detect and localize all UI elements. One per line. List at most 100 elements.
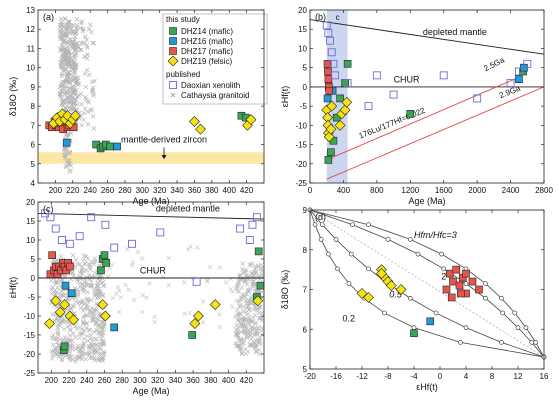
data-point: [46, 213, 55, 222]
data-point: [245, 114, 257, 125]
granitoid-point: [237, 272, 243, 278]
granitoid-point: [87, 264, 92, 270]
data-point: [50, 295, 62, 307]
granitoid-point: [60, 103, 66, 108]
data-point: [506, 79, 515, 87]
granitoid-point: [54, 316, 59, 322]
granitoid-point: [82, 261, 88, 266]
granitoid-point: [60, 38, 66, 44]
data-point: [192, 277, 201, 286]
granitoid-point: [74, 40, 79, 46]
panel-label: (b): [315, 12, 326, 22]
granitoid-point: [84, 67, 90, 73]
granitoid-point: [65, 296, 70, 301]
curve-node: [319, 222, 325, 228]
granitoid-point: [86, 26, 92, 32]
granitoid-point: [59, 357, 65, 363]
granitoid-point: [49, 356, 55, 361]
x-tick-label: 400: [222, 376, 236, 385]
y-tick-label: 6: [31, 141, 36, 150]
granitoid-point: [93, 292, 99, 297]
data-point: [326, 36, 335, 45]
data-point: [341, 79, 349, 87]
x-tick-label: 240: [83, 186, 97, 195]
granitoid-point: [245, 303, 251, 309]
curve-node: [458, 340, 463, 345]
data-point: [356, 288, 368, 299]
granitoid-point: [81, 289, 86, 294]
granitoid-point: [64, 40, 70, 45]
granitoid-point: [246, 307, 252, 313]
data-point: [325, 86, 334, 95]
granitoid-point: [107, 265, 112, 271]
granitoid-point: [99, 327, 105, 332]
data-point: [106, 142, 114, 151]
data-point: [475, 285, 483, 294]
curve-label: Hfm/Hfc=3: [414, 230, 457, 240]
granitoid-point: [70, 83, 75, 89]
granitoid-point: [82, 54, 88, 59]
granitoid-point: [80, 308, 86, 314]
granitoid-point: [83, 34, 88, 40]
granitoid-point: [77, 275, 83, 280]
granitoid-point: [67, 323, 73, 328]
granitoid-point: [83, 94, 88, 100]
granitoid-point: [230, 289, 235, 295]
granitoid-point: [67, 70, 72, 76]
granitoid-point: [242, 317, 248, 322]
curve-node: [312, 222, 318, 228]
granitoid-point: [58, 94, 63, 100]
depleted-mantle-label: depleted mantle: [423, 27, 487, 37]
granitoid-point: [115, 285, 121, 290]
granitoid-point: [237, 317, 243, 322]
data-point: [87, 213, 96, 222]
granitoid-point: [64, 96, 70, 101]
granitoid-point: [82, 301, 87, 307]
legend-marker: [169, 37, 177, 45]
x-tick-label: -8: [384, 372, 392, 381]
granitoid-point: [62, 16, 67, 21]
granitoid-point: [87, 72, 92, 78]
granitoid-point: [64, 74, 69, 80]
granitoid-point: [242, 294, 248, 300]
granitoid-point: [94, 327, 100, 333]
granitoid-point: [248, 342, 254, 348]
granitoid-point: [80, 320, 86, 325]
x-tick-label: -4: [410, 372, 418, 381]
granitoid-point: [234, 298, 240, 304]
x-tick-label: 420: [240, 376, 254, 385]
granitoid-point: [67, 161, 72, 167]
granitoid-point: [70, 270, 75, 275]
y-tick-label: 12: [26, 25, 35, 34]
granitoid-point: [57, 323, 62, 329]
granitoid-point: [92, 78, 97, 84]
granitoid-point: [85, 298, 91, 304]
granitoid-point: [250, 315, 256, 320]
granitoid-point: [57, 84, 63, 90]
granitoid-point: [49, 287, 54, 292]
granitoid-point: [131, 297, 137, 303]
granitoid-point: [253, 329, 258, 335]
granitoid-point: [71, 74, 76, 79]
data-point: [442, 285, 451, 294]
granitoid-point: [186, 247, 191, 252]
granitoid-point: [229, 304, 235, 309]
granitoid-point: [101, 324, 106, 329]
granitoid-point: [80, 27, 86, 32]
granitoid-point: [100, 293, 106, 299]
granitoid-point: [71, 331, 76, 336]
data-point: [341, 96, 353, 108]
granitoid-point: [89, 318, 95, 323]
granitoid-point: [60, 319, 65, 324]
granitoid-point: [259, 266, 265, 271]
depleted-mantle-line: [309, 19, 545, 55]
granitoid-point: [73, 46, 79, 52]
data-point: [523, 59, 532, 68]
granitoid-point: [248, 297, 254, 303]
panel-b: 0 400 800 1200 1600 2000 2400 2800 -25 -20 -15 -10 -…: [280, 6, 553, 206]
granitoid-point: [250, 279, 256, 285]
granitoid-point: [101, 349, 107, 355]
x-tick-label: 12: [514, 372, 523, 381]
granitoid-point: [77, 270, 82, 275]
